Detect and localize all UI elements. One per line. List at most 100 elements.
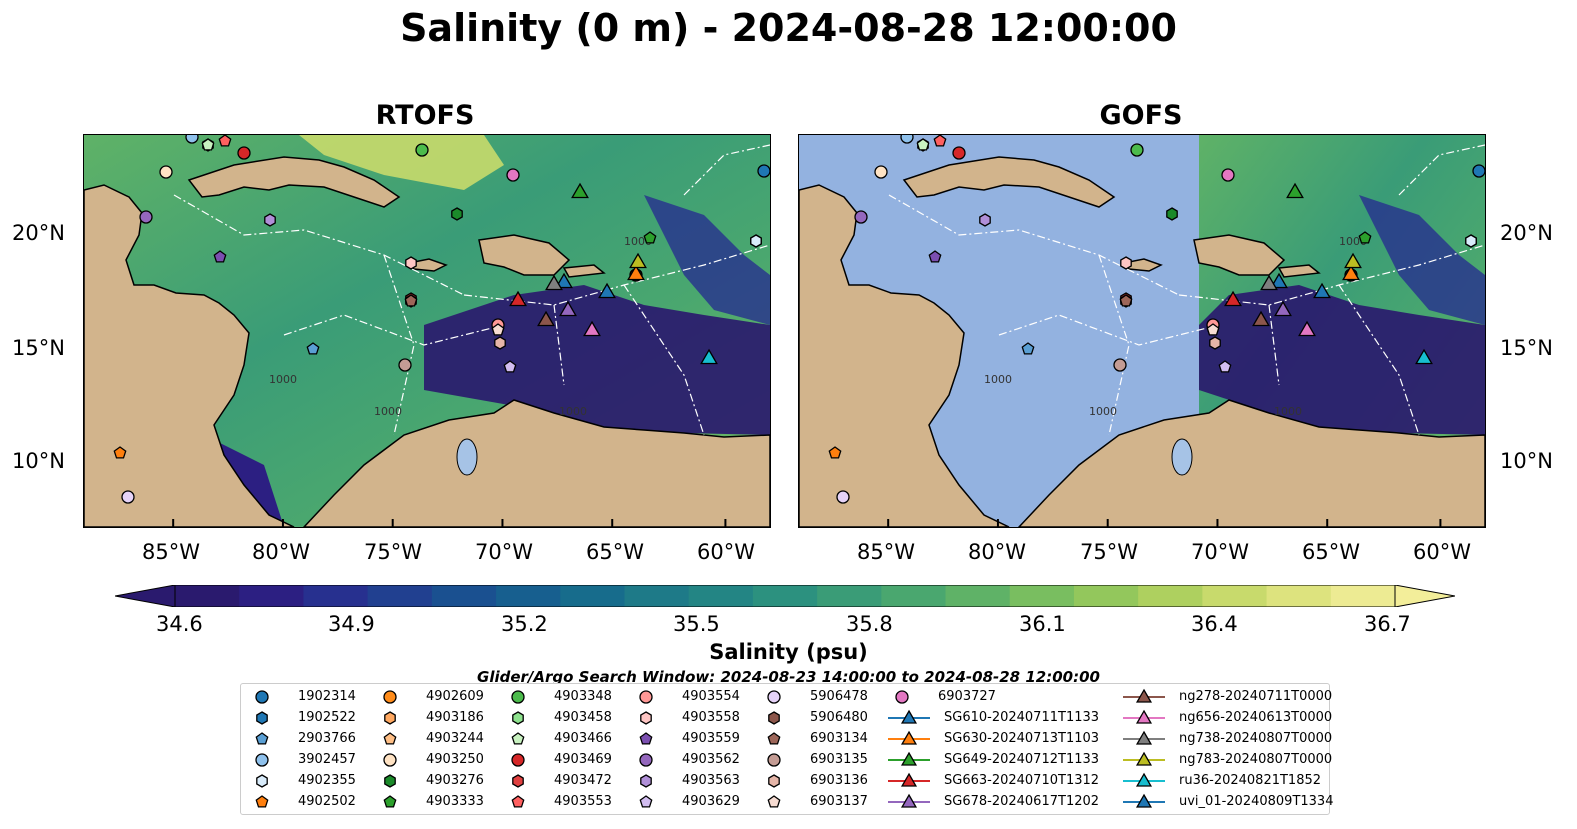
argo-float-4903563 — [264, 213, 276, 227]
glider-ng656-20240613T0000 — [583, 320, 601, 337]
lat-tick-left: 20°N — [12, 221, 65, 245]
lon-tick-gofs: 80°W — [968, 540, 1026, 564]
colorbar-tick: 34.6 — [156, 612, 203, 636]
legend-swatch — [512, 774, 524, 788]
eddy-low-salinity — [644, 195, 770, 325]
legend-marker-pentagon-icon — [639, 732, 653, 745]
legend-marker-circle-icon — [639, 690, 653, 704]
legend-item-label: 6903136 — [810, 773, 868, 788]
legend-swatch — [768, 774, 780, 788]
colorbar-segment — [303, 585, 369, 607]
contour-label: 1000 — [1089, 405, 1117, 418]
legend-item-label: 4903554 — [682, 689, 740, 704]
colorbar-segment — [1202, 585, 1268, 607]
glider-SG630-20240713T1103 — [627, 264, 645, 281]
legend-marker-hexagon-icon — [384, 774, 396, 788]
colorbar-segment — [239, 585, 304, 607]
glider-ru36-20240821T1852 — [700, 348, 718, 365]
legend-swatch — [255, 690, 269, 704]
argo-float-4903629 — [1218, 360, 1232, 373]
argo-float-4903348 — [1130, 143, 1144, 157]
legend-marker-pentagon-icon — [383, 795, 397, 808]
lake — [456, 438, 478, 476]
eez-boundary — [383, 254, 415, 436]
legend-swatch — [767, 753, 781, 767]
legend-item-label: SG610-20240711T1133 — [944, 710, 1100, 725]
legend-swatch — [1135, 730, 1153, 745]
argo-float-4903558 — [1120, 256, 1132, 270]
legend-marker-circle-icon — [767, 690, 781, 704]
colorbar-segment — [881, 585, 947, 607]
legend-swatch — [384, 711, 396, 725]
legend: 1902314 1902522 2903766 3902457 4902355 49025… — [240, 683, 1334, 815]
legend-marker-circle-icon — [895, 690, 909, 704]
argo-float-4902355 — [750, 234, 762, 248]
eez-boundary — [173, 194, 465, 296]
legend-item-label: 1902522 — [298, 710, 356, 725]
legend-triangle-icon — [888, 793, 930, 808]
land — [1277, 264, 1321, 278]
argo-float-6903727 — [1221, 168, 1235, 182]
glider-SG678-20240617T1202 — [1274, 300, 1292, 317]
legend-item-label: 4903276 — [426, 773, 484, 788]
legend-item-label: 4903244 — [426, 731, 484, 746]
legend-marker-hexagon-icon — [384, 711, 396, 725]
legend-item-label: SG678-20240617T1202 — [944, 794, 1100, 809]
legend-swatch — [900, 709, 918, 724]
colorbar-segment — [1009, 585, 1075, 607]
land — [799, 184, 1010, 527]
argo-float-4903348 — [415, 143, 429, 157]
legend-swatch — [895, 690, 909, 704]
glider-SG663-20240710T1312 — [1224, 290, 1242, 307]
map-panel-rtofs: 1000 1000 1000 1000 — [83, 134, 771, 528]
argo-float-4903276 — [1166, 207, 1178, 221]
land — [187, 156, 401, 208]
argo-float-1902314 — [1472, 164, 1485, 178]
colorbar-segment — [688, 585, 754, 607]
argo-float-6903134 — [404, 294, 418, 307]
legend-triangle-icon — [1123, 730, 1165, 745]
legend-marker-circle-icon — [383, 753, 397, 767]
glider-SG678-20240617T1202 — [559, 300, 577, 317]
argo-float-4903558 — [405, 256, 417, 270]
legend-swatch — [640, 774, 652, 788]
legend-item-label: uvi_01-20240809T1334 — [1179, 794, 1334, 809]
panel-title-rtofs: RTOFS — [375, 100, 475, 131]
legend-item-label: ng783-20240807T0000 — [1179, 752, 1333, 767]
legend-swatch — [768, 711, 780, 725]
eez-boundary — [683, 144, 770, 196]
legend-marker-pentagon-icon — [511, 732, 525, 745]
eez-boundary — [1398, 144, 1485, 196]
legend-swatch — [383, 732, 397, 745]
eez-boundary — [1338, 284, 1420, 436]
lon-tick-rtofs: 85°W — [142, 540, 200, 564]
legend-marker-pentagon-icon — [255, 795, 269, 808]
colorbar-tick: 36.1 — [1019, 612, 1066, 636]
figure-title: Salinity (0 m) - 2024-08-28 12:00:00 — [400, 6, 1177, 50]
argo-float-4903562 — [854, 210, 868, 224]
lat-tick-right: 15°N — [1500, 336, 1553, 360]
argo-float-6903727 — [506, 168, 520, 182]
legend-swatch — [1135, 688, 1153, 703]
legend-marker-pentagon-icon — [255, 732, 269, 745]
legend-marker-pentagon-icon — [767, 795, 781, 808]
colorbar-border — [174, 585, 1396, 607]
glider-uvi_01-20240809T1334 — [598, 282, 616, 299]
legend-marker-hexagon-icon — [768, 711, 780, 725]
colorbar-segment — [560, 585, 625, 607]
argo-float-3902457 — [185, 135, 199, 144]
legend-swatch — [639, 732, 653, 745]
legend-swatch — [511, 690, 525, 704]
legend-item-label: 4902609 — [426, 689, 484, 704]
legend-item-label: 4903562 — [682, 752, 740, 767]
legend-swatch — [1135, 709, 1153, 724]
legend-swatch — [255, 753, 269, 767]
argo-float-6903135 — [1113, 358, 1127, 372]
colorbar-segment — [945, 585, 1011, 607]
colorbar-tick: 35.5 — [673, 612, 720, 636]
glider-ng738-20240807T0000 — [545, 274, 563, 291]
legend-swatch — [256, 711, 268, 725]
legend-item-label: ru36-20240821T1852 — [1179, 773, 1322, 788]
legend-marker-hexagon-icon — [512, 711, 524, 725]
